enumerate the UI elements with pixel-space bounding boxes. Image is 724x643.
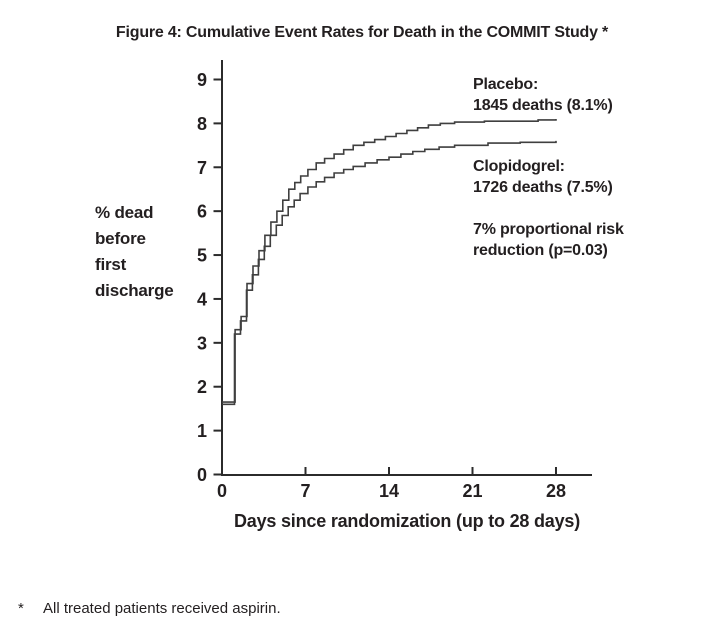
- y-tick-label: 5: [197, 246, 207, 266]
- footnote: * All treated patients received aspirin.: [18, 600, 281, 617]
- x-tick-label: 28: [546, 481, 566, 501]
- y-tick-label: 4: [197, 289, 207, 309]
- y-tick-label: 8: [197, 114, 207, 134]
- footnote-text: All treated patients received aspirin.: [43, 600, 281, 617]
- y-tick-label: 1: [197, 421, 207, 441]
- figure-title: Figure 4: Cumulative Event Rates for Dea…: [115, 24, 609, 41]
- risk-reduction-annotation: 7% proportional risk reduction (p=0.03): [473, 221, 624, 259]
- y-tick-label: 2: [197, 377, 207, 397]
- placebo-curve-label: Placebo: 1845 deaths (8.1%): [473, 76, 613, 114]
- x-tick-label: 14: [379, 481, 399, 501]
- y-tick-label: 0: [197, 465, 207, 485]
- clopidogrel-curve-label: Clopidogrel: 1726 deaths (7.5%): [473, 158, 613, 196]
- y-axis-label: % dead before first discharge: [95, 203, 174, 300]
- x-tick-label: 7: [300, 481, 310, 501]
- placebo-curve: [222, 119, 557, 403]
- x-tick-label: 21: [462, 481, 482, 501]
- y-tick-label: 7: [197, 158, 207, 178]
- y-tick-label: 3: [197, 333, 207, 353]
- clopidogrel-curve: [222, 140, 557, 406]
- footnote-asterisk: *: [18, 600, 24, 617]
- x-axis-label: Days since randomization (up to 28 days): [233, 511, 581, 531]
- x-tick-label: 0: [217, 481, 227, 501]
- y-tick-label: 9: [197, 70, 207, 90]
- y-tick-label: 6: [197, 202, 207, 222]
